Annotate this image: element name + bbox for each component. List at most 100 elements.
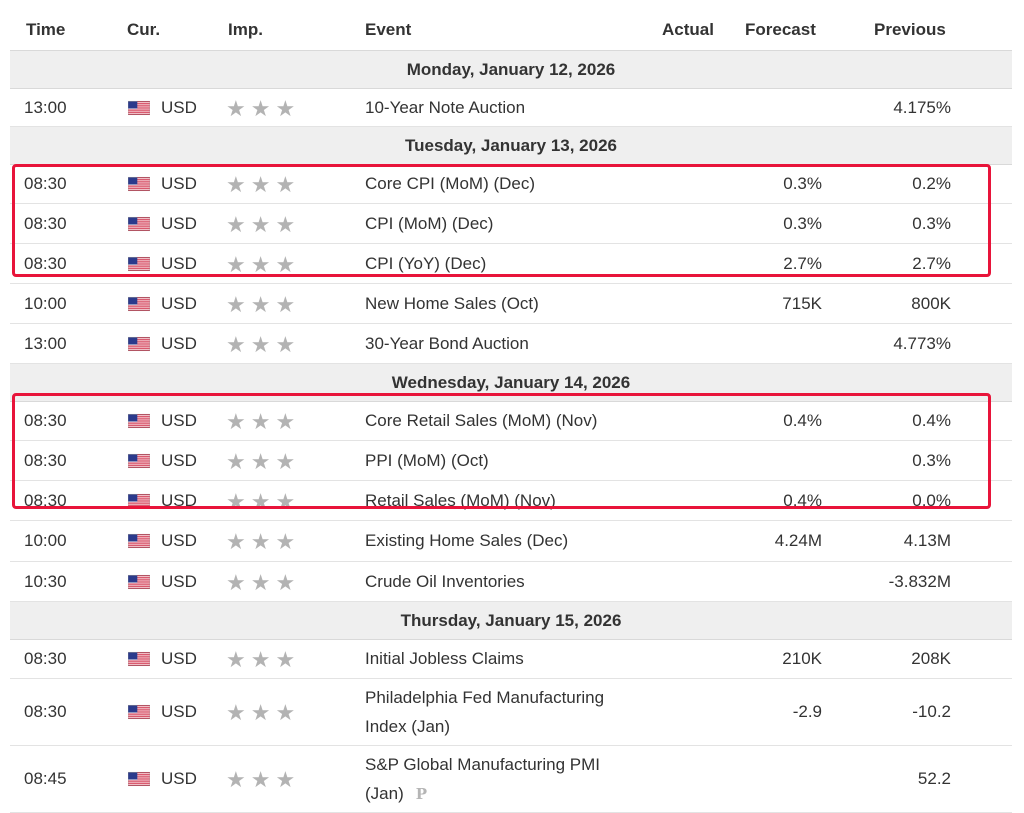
- event-row[interactable]: 13:00 USD ★ ★ ★ 30-Year Bond Auction 4.773%: [10, 324, 1012, 364]
- importance-stars: ★ ★ ★: [226, 491, 295, 513]
- star-icon: ★: [226, 529, 246, 554]
- star-icon: ★: [275, 96, 296, 121]
- header-currency[interactable]: Cur.: [127, 20, 161, 39]
- event-name[interactable]: Philadelphia Fed Manufacturing Index (Jan…: [365, 683, 604, 741]
- event-name[interactable]: New Home Sales (Oct): [365, 294, 539, 313]
- event-name[interactable]: 10-Year Note Auction: [365, 98, 526, 117]
- event-time: 08:30: [24, 491, 67, 510]
- star-icon: ★: [250, 700, 271, 725]
- star-icon: ★: [250, 570, 271, 595]
- event-row[interactable]: 08:30 USD ★ ★ ★ PPI (MoM) (Oct) 0.3%: [10, 441, 1012, 481]
- economic-calendar: Time Cur. Imp. Event Actual Forecast Pre…: [10, 10, 1012, 813]
- header-event[interactable]: Event: [365, 20, 412, 39]
- us-flag-icon: [128, 296, 150, 312]
- event-previous: 0.3%: [912, 214, 951, 233]
- header-time[interactable]: Time: [26, 20, 66, 39]
- us-flag-icon: [128, 493, 150, 509]
- event-currency: USD: [161, 649, 197, 668]
- event-row[interactable]: 08:45 USD ★ ★ ★ S&P Global Manufacturing PMI(…: [10, 746, 1012, 813]
- us-flag-icon: [128, 336, 150, 352]
- event-name-line2[interactable]: (Jan): [365, 784, 404, 803]
- event-row[interactable]: 10:00 USD ★ ★ ★ New Home Sales (Oct) 715K 800K: [10, 284, 1012, 324]
- event-name-line1[interactable]: S&P Global Manufacturing PMI: [365, 755, 600, 774]
- event-previous: 800K: [911, 294, 951, 313]
- event-forecast: 715K: [782, 294, 822, 313]
- importance-stars: ★ ★ ★: [226, 174, 295, 196]
- event-time: 10:00: [24, 531, 67, 550]
- event-name[interactable]: Core CPI (MoM) (Dec): [365, 174, 536, 193]
- event-name[interactable]: CPI (MoM) (Dec): [365, 214, 494, 233]
- event-name[interactable]: Initial Jobless Claims: [365, 649, 524, 668]
- star-icon: ★: [275, 172, 296, 197]
- event-time: 08:30: [24, 174, 67, 193]
- importance-stars: ★ ★ ★: [226, 98, 295, 120]
- event-row[interactable]: 08:30 USD ★ ★ ★ Core CPI (MoM) (Dec) 0.3% 0.2%: [10, 165, 1012, 204]
- event-name[interactable]: PPI (MoM) (Oct): [365, 451, 489, 470]
- event-currency: USD: [161, 572, 197, 591]
- star-icon: ★: [226, 96, 246, 121]
- event-row[interactable]: 08:30 USD ★ ★ ★ Retail Sales (MoM) (Nov) 0.4% 0…: [10, 481, 1012, 521]
- event-currency: USD: [161, 98, 197, 117]
- star-icon: ★: [250, 489, 271, 514]
- event-previous: 0.2%: [912, 174, 951, 193]
- event-name[interactable]: Existing Home Sales (Dec): [365, 531, 569, 550]
- header-actual[interactable]: Actual: [662, 20, 714, 39]
- event-row[interactable]: 08:30 USD ★ ★ ★ CPI (MoM) (Dec) 0.3% 0.3%: [10, 204, 1012, 244]
- event-row[interactable]: 08:30 USD ★ ★ ★ Core Retail Sales (MoM) (Nov)…: [10, 402, 1012, 441]
- event-time: 10:00: [24, 294, 67, 313]
- event-time: 08:45: [24, 769, 67, 788]
- star-icon: ★: [275, 409, 296, 434]
- event-name[interactable]: S&P Global Manufacturing PMI (Jan) P: [365, 750, 600, 809]
- star-icon: ★: [226, 292, 246, 317]
- preliminary-p-icon[interactable]: P: [415, 785, 428, 803]
- event-previous: 4.175%: [893, 98, 951, 117]
- event-name[interactable]: Crude Oil Inventories: [365, 572, 525, 591]
- star-icon: ★: [226, 212, 246, 237]
- event-name-line2[interactable]: Index (Jan): [365, 717, 451, 736]
- event-forecast: 0.4%: [783, 411, 822, 430]
- importance-stars: ★ ★ ★: [226, 769, 295, 791]
- star-icon: ★: [226, 489, 246, 514]
- header-previous[interactable]: Previous: [874, 20, 946, 39]
- event-row[interactable]: 08:30 USD ★ ★ ★ Initial Jobless Claims 210K 208…: [10, 640, 1012, 679]
- day-header-thursday: Thursday, January 15, 2026: [10, 602, 1012, 640]
- event-row[interactable]: 10:30 USD ★ ★ ★ Crude Oil Inventories -3.832M: [10, 562, 1012, 602]
- importance-stars: ★ ★ ★: [226, 411, 295, 433]
- day-header-tuesday: Tuesday, January 13, 2026: [10, 127, 1012, 165]
- star-icon: ★: [250, 449, 271, 474]
- star-icon: ★: [250, 172, 271, 197]
- event-name[interactable]: Retail Sales (MoM) (Nov): [365, 491, 556, 510]
- star-icon: ★: [250, 647, 271, 672]
- star-icon: ★: [275, 647, 296, 672]
- importance-stars: ★ ★ ★: [226, 572, 295, 594]
- star-icon: ★: [275, 489, 296, 514]
- event-forecast: 0.3%: [783, 174, 822, 193]
- us-flag-icon: [128, 771, 150, 787]
- header-importance[interactable]: Imp.: [228, 20, 263, 39]
- event-row[interactable]: 10:00 USD ★ ★ ★ Existing Home Sales (Dec) 4.24…: [10, 521, 1012, 562]
- event-time: 10:30: [24, 572, 67, 591]
- event-name[interactable]: CPI (YoY) (Dec): [365, 254, 487, 273]
- event-name[interactable]: 30-Year Bond Auction: [365, 334, 529, 353]
- star-icon: ★: [250, 96, 271, 121]
- us-flag-icon: [128, 413, 150, 429]
- event-forecast: 4.24M: [774, 531, 822, 550]
- event-row[interactable]: 08:30 USD ★ ★ ★ CPI (YoY) (Dec) 2.7% 2.7%: [10, 244, 1012, 284]
- star-icon: ★: [275, 292, 296, 317]
- event-forecast: 210K: [782, 649, 822, 668]
- header-forecast[interactable]: Forecast: [745, 20, 816, 39]
- event-currency: USD: [161, 174, 197, 193]
- event-forecast: 0.3%: [783, 214, 822, 233]
- day-header-monday: Monday, January 12, 2026: [10, 51, 1012, 89]
- event-name-line1[interactable]: Philadelphia Fed Manufacturing: [365, 688, 605, 707]
- event-name[interactable]: Core Retail Sales (MoM) (Nov): [365, 411, 598, 430]
- importance-stars: ★ ★ ★: [226, 451, 295, 473]
- event-forecast: -2.9: [792, 702, 822, 721]
- star-icon: ★: [250, 529, 271, 554]
- star-icon: ★: [250, 212, 271, 237]
- event-row[interactable]: 08:30 USD ★ ★ ★ Philadelphia Fed Manufacturin…: [10, 679, 1012, 746]
- star-icon: ★: [226, 409, 246, 434]
- event-row[interactable]: 13:00 USD ★ ★ ★ 10-Year Note Auction 4.175%: [10, 89, 1012, 127]
- star-icon: ★: [275, 332, 296, 357]
- star-icon: ★: [275, 529, 296, 554]
